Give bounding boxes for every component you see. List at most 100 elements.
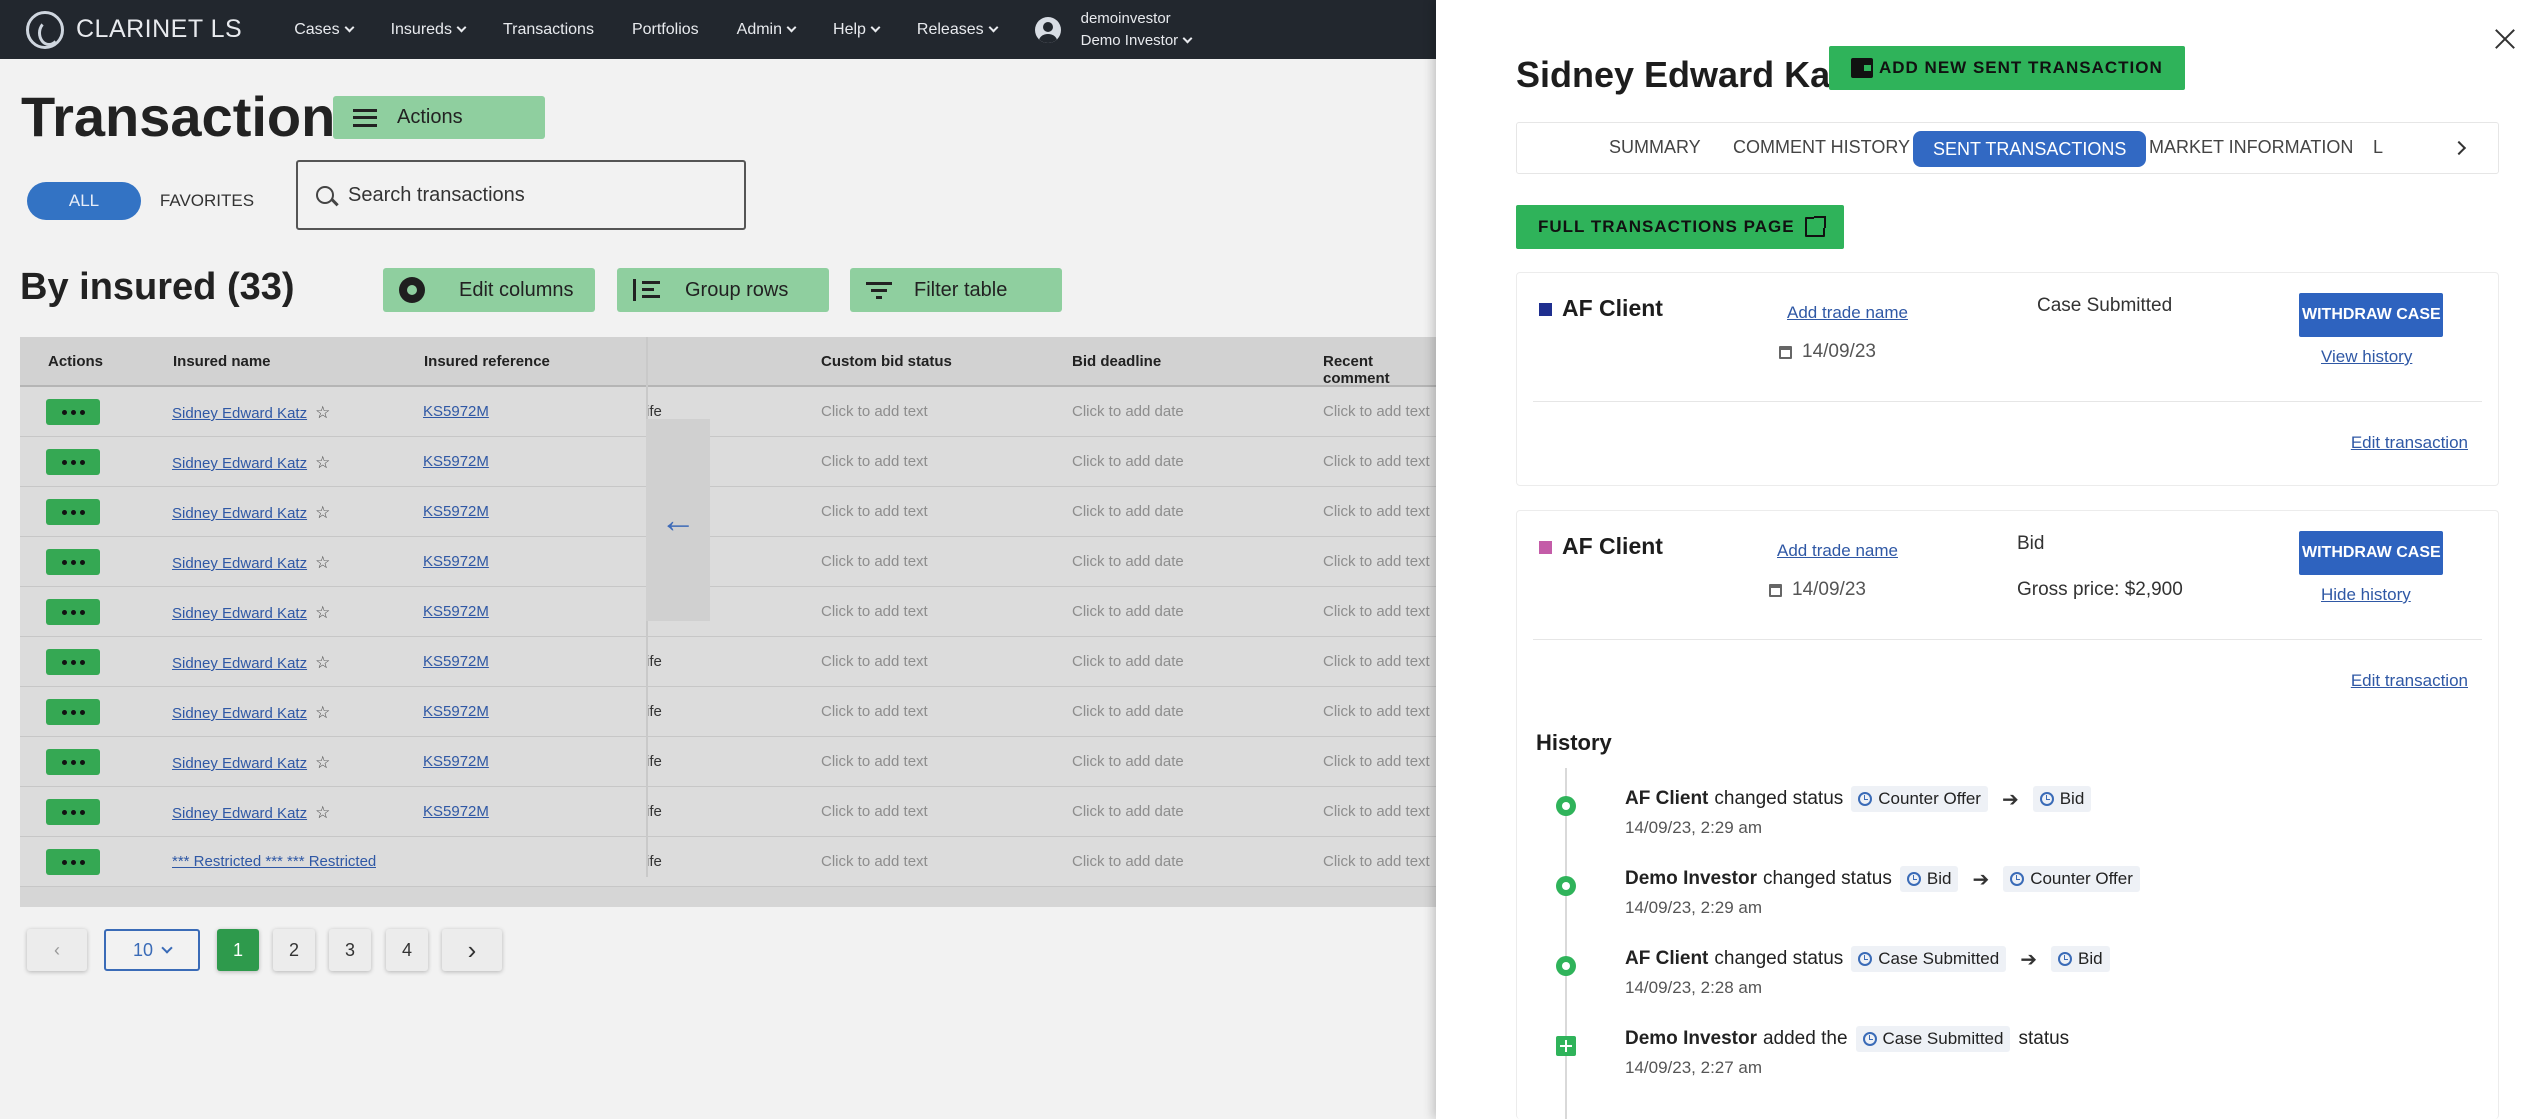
actions-button[interactable]: Actions [333,96,545,139]
row-actions-button[interactable] [46,749,100,775]
user-menu[interactable]: demoinvestor Demo Investor [1034,8,1193,52]
bid-deadline-cell[interactable]: Click to add date [1072,603,1184,620]
page-4-button[interactable]: 4 [386,929,428,971]
chevron-right-icon[interactable] [2451,140,2467,156]
filter-table-button[interactable]: Filter table [850,268,1062,312]
page-2-button[interactable]: 2 [273,929,315,971]
tab-sent-transactions[interactable]: SENT TRANSACTIONS [1913,131,2147,167]
recent-comment-cell[interactable]: Click to add text [1323,703,1430,720]
scroll-left-panel[interactable]: ← [646,419,710,621]
add-sent-transaction-button[interactable]: ADD NEW SENT TRANSACTION [1829,46,2185,90]
insured-reference-link[interactable]: KS5972M [423,703,489,720]
page-size-select[interactable]: 10 [104,929,200,971]
insured-name-link[interactable]: Sidney Edward Katz [172,705,308,722]
insured-name-link[interactable]: *** Restricted *** *** Restricted [172,853,377,870]
favorite-star-icon[interactable]: ☆ [315,403,331,422]
search-input[interactable]: Search transactions [296,160,746,230]
nav-insureds[interactable]: Insureds [391,21,467,39]
recent-comment-cell[interactable]: Click to add text [1323,853,1430,870]
table-row[interactable]: Sidney Edward Katz ☆ KS5972M Click to add t… [20,437,1436,487]
row-actions-button[interactable] [46,449,100,475]
custom-bid-status-cell[interactable]: Click to add text [821,853,928,870]
filter-favorites-button[interactable]: FAVORITES [159,191,255,210]
nav-help[interactable]: Help [833,21,881,39]
insured-name-link[interactable]: Sidney Edward Katz [172,555,308,572]
nav-releases[interactable]: Releases [917,21,999,39]
col-recent-comment[interactable]: Recent comment [1323,353,1390,387]
custom-bid-status-cell[interactable]: Click to add text [821,553,928,570]
recent-comment-cell[interactable]: Click to add text [1323,753,1430,770]
group-rows-button[interactable]: Group rows [617,268,829,312]
bid-deadline-cell[interactable]: Click to add date [1072,403,1184,420]
insured-name-link[interactable]: Sidney Edward Katz [172,605,308,622]
table-row[interactable]: Sidney Edward Katz ☆ KS5972M Click to add t… [20,587,1436,637]
custom-bid-status-cell[interactable]: Click to add text [821,803,928,820]
nav-portfolios[interactable]: Portfolios [632,21,699,39]
insured-name-link[interactable]: Sidney Edward Katz [172,455,308,472]
bid-deadline-cell[interactable]: Click to add date [1072,703,1184,720]
bid-deadline-cell[interactable]: Click to add date [1072,853,1184,870]
prev-page-button[interactable]: ‹ [27,929,87,971]
bid-deadline-cell[interactable]: Click to add date [1072,803,1184,820]
col-bid-deadline[interactable]: Bid deadline [1072,353,1162,370]
page-1-button[interactable]: 1 [217,929,259,971]
favorite-star-icon[interactable]: ☆ [315,603,331,622]
tab-truncated[interactable]: L [2373,137,2384,157]
table-row[interactable]: Sidney Edward Katz ☆ KS5972M Click to add t… [20,537,1436,587]
insured-reference-link[interactable]: KS5972M [423,453,489,470]
hide-history-link[interactable]: Hide history [2321,585,2411,604]
custom-bid-status-cell[interactable]: Click to add text [821,703,928,720]
tab-comment-history[interactable]: COMMENT HISTORY [1733,137,1911,157]
bid-deadline-cell[interactable]: Click to add date [1072,553,1184,570]
horizontal-scrollbar[interactable] [20,887,1436,907]
col-actions[interactable]: Actions [48,353,104,370]
insured-reference-link[interactable]: KS5972M [423,403,489,420]
row-actions-button[interactable] [46,799,100,825]
col-insured-name[interactable]: Insured name [173,353,271,370]
bid-deadline-cell[interactable]: Click to add date [1072,753,1184,770]
add-trade-name-link[interactable]: Add trade name [1787,303,1908,322]
recent-comment-cell[interactable]: Click to add text [1323,803,1430,820]
tab-market-information[interactable]: MARKET INFORMATION [2149,137,2354,157]
favorite-star-icon[interactable]: ☆ [315,453,331,472]
favorite-star-icon[interactable]: ☆ [315,653,331,672]
edit-columns-button[interactable]: Edit columns [383,268,595,312]
recent-comment-cell[interactable]: Click to add text [1323,403,1430,420]
insured-reference-link[interactable]: KS5972M [423,553,489,570]
bid-deadline-cell[interactable]: Click to add date [1072,453,1184,470]
custom-bid-status-cell[interactable]: Click to add text [821,453,928,470]
insured-reference-link[interactable]: KS5972M [423,653,489,670]
insured-name-link[interactable]: Sidney Edward Katz [172,655,308,672]
insured-reference-link[interactable]: KS5972M [423,753,489,770]
insured-name-link[interactable]: Sidney Edward Katz [172,405,308,422]
filter-all-button[interactable]: ALL [27,182,141,220]
next-page-button[interactable]: › [442,929,502,971]
col-insured-reference[interactable]: Insured reference [424,353,550,370]
recent-comment-cell[interactable]: Click to add text [1323,503,1430,520]
table-row[interactable]: Sidney Edward Katz ☆ KS5972M ife Click to ad… [20,737,1436,787]
table-row[interactable]: Sidney Edward Katz ☆ KS5972M ife Click to ad… [20,687,1436,737]
insured-reference-link[interactable]: KS5972M [423,603,489,620]
full-transactions-page-button[interactable]: FULL TRANSACTIONS PAGE [1516,205,1844,249]
favorite-star-icon[interactable]: ☆ [315,803,331,822]
favorite-star-icon[interactable]: ☆ [315,753,331,772]
withdraw-case-button[interactable]: WITHDRAW CASE [2299,293,2443,337]
nav-transactions[interactable]: Transactions [503,21,594,39]
page-3-button[interactable]: 3 [329,929,371,971]
custom-bid-status-cell[interactable]: Click to add text [821,753,928,770]
nav-cases[interactable]: Cases [294,21,355,39]
row-actions-button[interactable] [46,399,100,425]
favorite-star-icon[interactable]: ☆ [315,503,331,522]
insured-name-link[interactable]: Sidney Edward Katz [172,755,308,772]
table-row[interactable]: Sidney Edward Katz ☆ KS5972M ife Click to ad… [20,387,1436,437]
brand-logo[interactable]: CLARINET LS [26,10,242,49]
row-actions-button[interactable] [46,699,100,725]
insured-name-link[interactable]: Sidney Edward Katz [172,505,308,522]
recent-comment-cell[interactable]: Click to add text [1323,453,1430,470]
row-actions-button[interactable] [46,849,100,875]
table-row[interactable]: Sidney Edward Katz ☆ KS5972M ife Click to ad… [20,787,1436,837]
edit-transaction-link[interactable]: Edit transaction [2350,433,2468,452]
insured-name-link[interactable]: Sidney Edward Katz [172,805,308,822]
nav-admin[interactable]: Admin [737,21,797,39]
custom-bid-status-cell[interactable]: Click to add text [821,653,928,670]
